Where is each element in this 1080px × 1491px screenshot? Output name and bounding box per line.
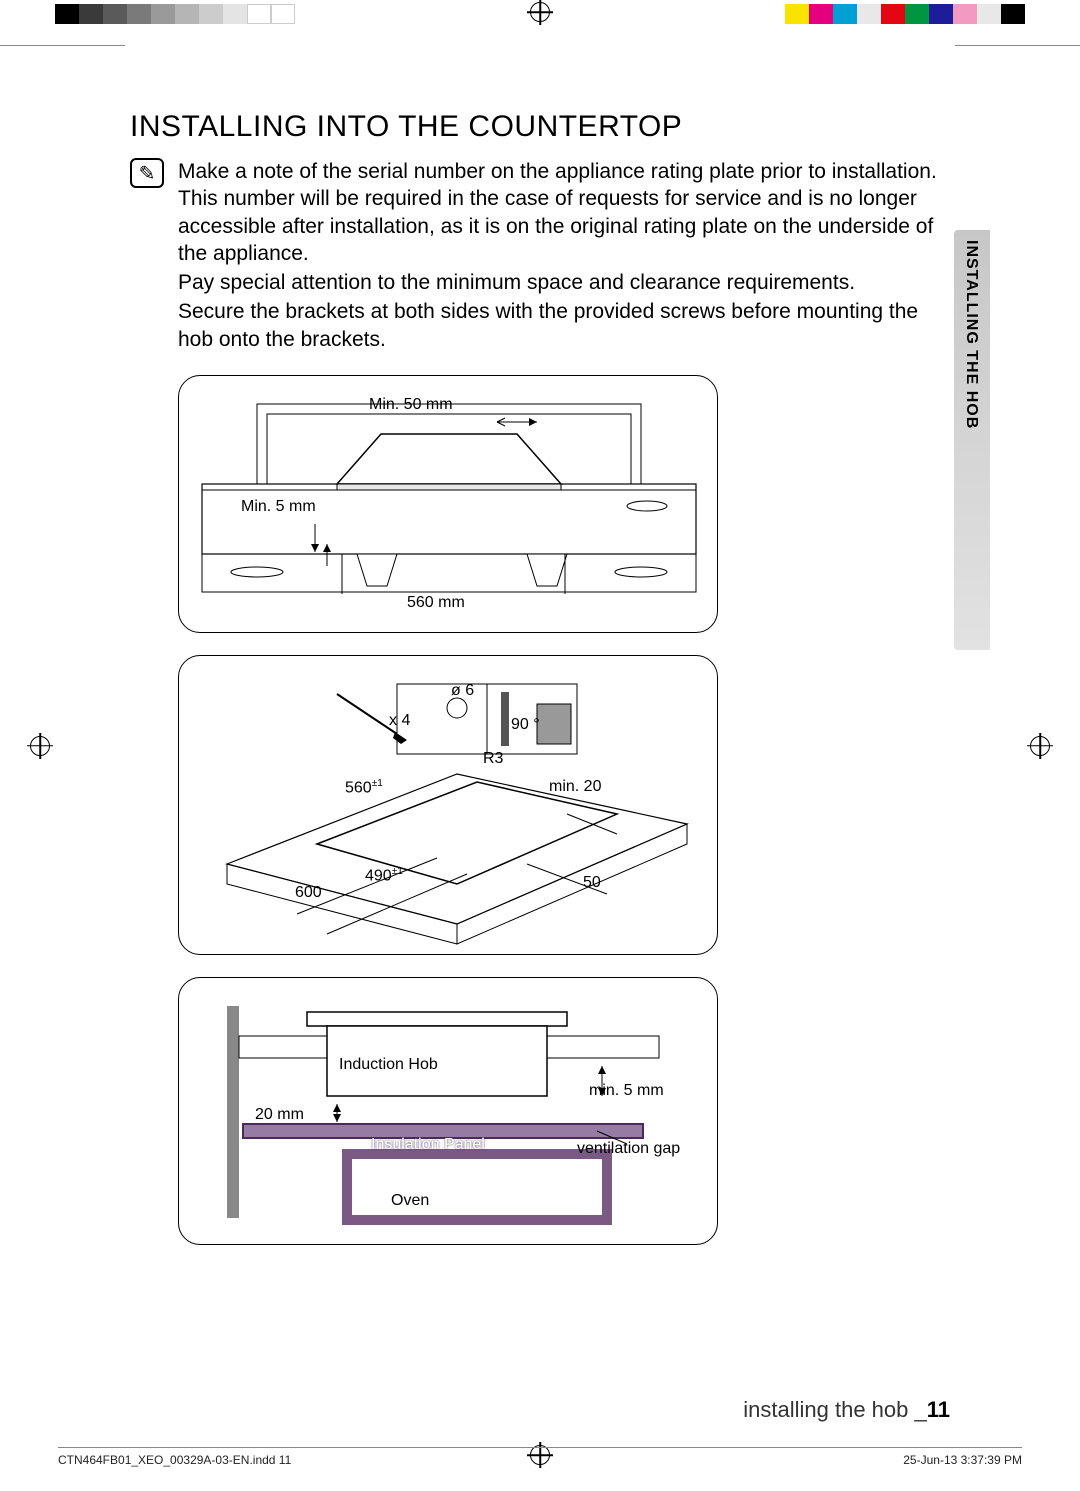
label-min5: min. 5 mm <box>589 1082 664 1100</box>
label-min20: min. 20 <box>549 778 601 796</box>
section-tab: INSTALLING THE HOB <box>954 230 990 650</box>
page-content: INSTALLING INTO THE COUNTERTOP ✎ Make a … <box>130 110 950 1245</box>
note-text: Make a note of the serial number on the … <box>178 158 950 267</box>
diagram-cutout: ø 6 x 4 90 ° R3 560±1 min. 20 490±1 600 … <box>178 655 718 955</box>
wall <box>227 1006 239 1218</box>
label-min5: Min. 5 mm <box>241 498 316 516</box>
label-490: 490±1 <box>365 866 403 885</box>
crop-mark <box>955 45 1080 46</box>
label-560: 560 mm <box>407 594 465 612</box>
note-icon: ✎ <box>130 158 164 188</box>
instruction-text: Pay special attention to the minimum spa… <box>178 269 950 296</box>
label-min50: Min. 50 mm <box>369 396 453 414</box>
crop-mark <box>0 45 125 46</box>
label-560: 560±1 <box>345 778 383 797</box>
print-footer: CTN464FB01_XEO_00329A-03-EN.indd 11 25-J… <box>58 1447 1022 1467</box>
print-filename: CTN464FB01_XEO_00329A-03-EN.indd 11 <box>58 1453 291 1467</box>
diagram-svg <box>197 674 701 938</box>
label-r3: R3 <box>483 750 503 768</box>
instruction-text: Secure the brackets at both sides with t… <box>178 298 950 353</box>
page-heading: INSTALLING INTO THE COUNTERTOP <box>130 110 950 144</box>
label-20mm: 20 mm <box>255 1106 304 1124</box>
diagram-clearance: Min. 50 mm Min. 5 mm 560 mm <box>178 375 718 633</box>
label-50: 50 <box>583 874 601 892</box>
print-timestamp: 25-Jun-13 3:37:39 PM <box>903 1453 1022 1467</box>
registration-mark-icon <box>30 736 50 756</box>
label-insulation: Insulation Panel <box>371 1136 485 1154</box>
registration-mark-icon <box>1030 736 1050 756</box>
section-tab-label: INSTALLING THE HOB <box>954 230 988 439</box>
label-90: 90 ° <box>511 716 540 734</box>
registration-mark-icon <box>530 2 550 22</box>
diagram-section: Induction Hob min. 5 mm 20 mm Insulation… <box>178 977 718 1245</box>
label-x4: x 4 <box>389 712 410 730</box>
label-ventilation: ventilation gap <box>577 1140 680 1158</box>
note-block: ✎ Make a note of the serial number on th… <box>130 158 950 267</box>
label-induction-hob: Induction Hob <box>339 1056 438 1074</box>
page-footer: installing the hob _11 <box>743 1397 950 1423</box>
label-600: 600 <box>295 884 322 902</box>
label-d6: ø 6 <box>451 682 474 700</box>
label-oven: Oven <box>391 1192 429 1210</box>
